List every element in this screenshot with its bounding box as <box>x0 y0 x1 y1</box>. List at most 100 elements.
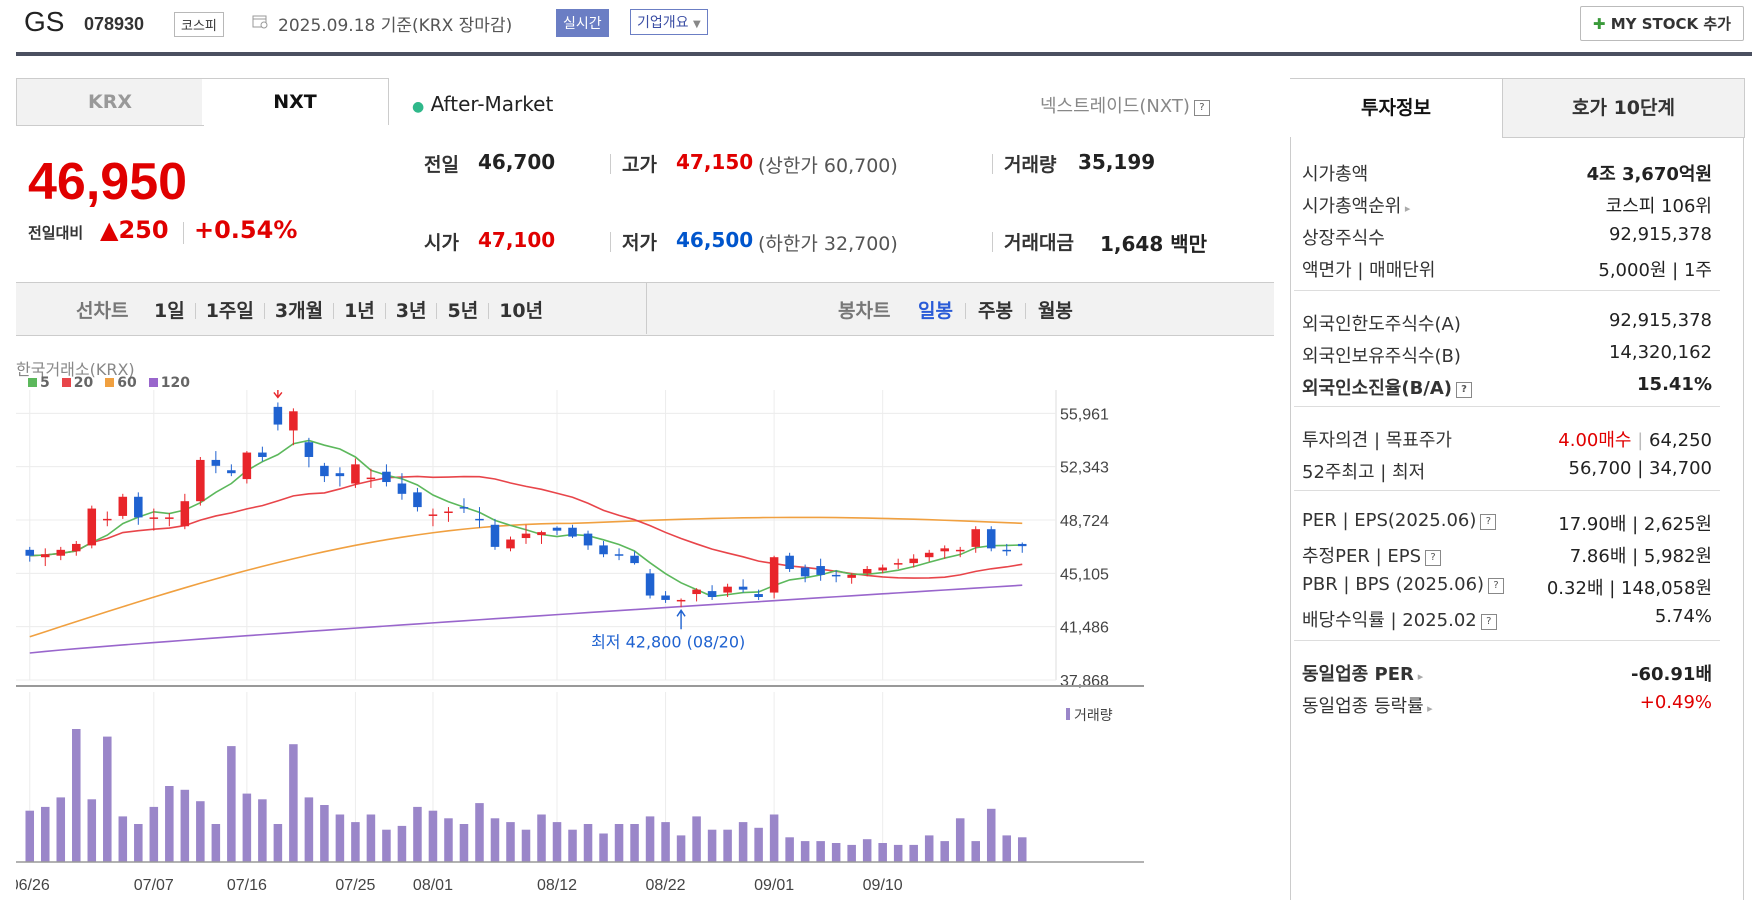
info-row-value: 4조 3,670억원 <box>1586 164 1712 185</box>
info-row-label: 액면가 | 매매단위 <box>1302 260 1436 281</box>
period-item-3[interactable]: 1년 <box>344 300 375 322</box>
volume-bar <box>56 797 66 862</box>
divider <box>384 303 386 319</box>
divider <box>436 303 438 319</box>
x-tick-label: 09/10 <box>863 877 903 894</box>
candle <box>754 594 763 597</box>
info-row-label[interactable]: 시가총액순위 ▸ <box>1302 196 1411 217</box>
divider <box>992 232 993 252</box>
period-item-5[interactable]: 5년 <box>447 300 479 322</box>
info-row-label[interactable]: 동일업종 PER ▸ <box>1302 664 1424 685</box>
candle <box>816 566 825 575</box>
candle <box>862 568 872 574</box>
volume-bar <box>723 829 732 862</box>
stock-code: 078930 <box>84 14 145 34</box>
prev-value: 46,700 <box>478 150 556 174</box>
help-icon: ? <box>1193 100 1210 116</box>
nextrade-info[interactable]: 넥스트레이드(NXT)? <box>1040 92 1210 118</box>
candle-item-0[interactable]: 일봉 <box>918 300 953 322</box>
help-icon[interactable]: ? <box>1456 382 1473 398</box>
volume-bar <box>87 799 97 862</box>
candle <box>304 442 314 457</box>
volume-bar <box>537 814 546 862</box>
info-row-value: 92,915,378 <box>1608 310 1712 331</box>
tab-investment-info[interactable]: 투자정보 <box>1290 78 1502 137</box>
volume-bar <box>351 822 360 862</box>
candle <box>56 549 66 556</box>
candle <box>165 517 174 519</box>
tab-quote-10[interactable]: 호가 10단계 <box>1502 78 1745 138</box>
tab-krx[interactable]: KRX <box>16 78 204 126</box>
period-item-2[interactable]: 3개월 <box>274 300 324 322</box>
volume-bar <box>754 827 763 862</box>
volume-bar <box>258 799 267 862</box>
volume-bar <box>955 818 965 862</box>
y-tick-label: 41,486 <box>1060 620 1109 637</box>
help-icon[interactable]: ? <box>1425 550 1442 566</box>
volume-bar <box>242 793 252 862</box>
x-tick-label: 07/25 <box>335 877 375 894</box>
x-tick-label: 06/26 <box>16 877 50 894</box>
volume-bar <box>134 824 143 862</box>
divider <box>1294 640 1720 641</box>
info-row-label: PBR | BPS (2025.06)? <box>1302 574 1505 595</box>
my-stock-add-label: MY STOCK 추가 <box>1610 15 1731 33</box>
change-percent: +0.54% <box>194 216 298 244</box>
candle <box>521 533 531 539</box>
volume-bar <box>552 822 562 862</box>
divider <box>263 303 265 319</box>
info-row-label[interactable]: 동일업종 등락률 ▸ <box>1302 696 1433 717</box>
upper-limit: (상한가 60,700) <box>758 155 898 177</box>
period-item-1[interactable]: 1주일 <box>205 300 254 322</box>
candle-item-2[interactable]: 월봉 <box>1037 300 1073 322</box>
my-stock-add-button[interactable]: ✚ MY STOCK 추가 <box>1579 6 1744 41</box>
divider <box>610 154 611 174</box>
info-row: 외국인소진율(B/A)? 15.41% <box>1302 374 1712 406</box>
line-chart-label: 선차트 <box>76 300 129 322</box>
line-period-list: 1일 1주일 3개월 1년 3년 5년 10년 <box>154 296 543 323</box>
tab-nxt[interactable]: NXT <box>202 78 389 125</box>
candle <box>428 514 438 516</box>
info-row-label: 배당수익률 | 2025.02? <box>1302 606 1497 632</box>
candle-item-1[interactable]: 주봉 <box>977 300 1013 322</box>
help-icon[interactable]: ? <box>1480 614 1497 630</box>
volume-bar <box>180 789 190 862</box>
volume-bar <box>692 816 701 862</box>
prev-label: 전일 <box>424 154 459 176</box>
candle <box>738 586 748 590</box>
volume-bar <box>862 839 872 862</box>
info-row: 배당수익률 | 2025.02? 5.74% <box>1302 606 1712 638</box>
volume-bar <box>335 814 345 862</box>
help-icon[interactable]: ? <box>1488 578 1505 594</box>
realtime-button[interactable]: 실시간 <box>556 9 609 37</box>
volume-bar <box>831 843 841 862</box>
x-tick-label: 09/01 <box>754 877 794 894</box>
info-row: 52주최고 | 최저 56,700 | 34,700 <box>1302 458 1712 490</box>
help-icon[interactable]: ? <box>1480 514 1497 530</box>
info-row-value: 15.41% <box>1637 374 1712 395</box>
current-price: 46,950 <box>28 153 188 211</box>
divider <box>333 303 335 319</box>
x-tick-label: 07/16 <box>227 877 267 894</box>
period-item-0[interactable]: 1일 <box>154 300 185 322</box>
stock-chart[interactable]: 59,58055,96152,34348,72445,10541,48637,8… <box>16 390 1274 900</box>
y-tick-label: 45,105 <box>1060 566 1109 583</box>
candle <box>413 492 422 508</box>
info-row-label: PER | EPS(2025.06)? <box>1302 510 1497 531</box>
period-item-6[interactable]: 10년 <box>499 300 544 322</box>
volume-bar <box>40 806 50 862</box>
volume-bar <box>459 824 469 862</box>
period-item-4[interactable]: 3년 <box>395 300 427 322</box>
header-divider <box>16 52 1752 56</box>
volume-bar <box>707 829 717 862</box>
candle <box>614 554 624 556</box>
chevron-down-icon: ▼ <box>692 19 701 30</box>
company-overview-dropdown[interactable]: 기업개요 ▼ <box>630 9 708 35</box>
candle <box>552 527 562 531</box>
opinion-value: 4.00매수 <box>1558 430 1632 451</box>
ma120-line <box>29 584 1023 654</box>
volume-bar <box>847 844 856 862</box>
info-row-value: 코스피 106위 <box>1605 196 1712 217</box>
info-row-label: 시가총액 <box>1302 164 1369 185</box>
ma-legend: 5 20 60 120 <box>28 375 202 391</box>
